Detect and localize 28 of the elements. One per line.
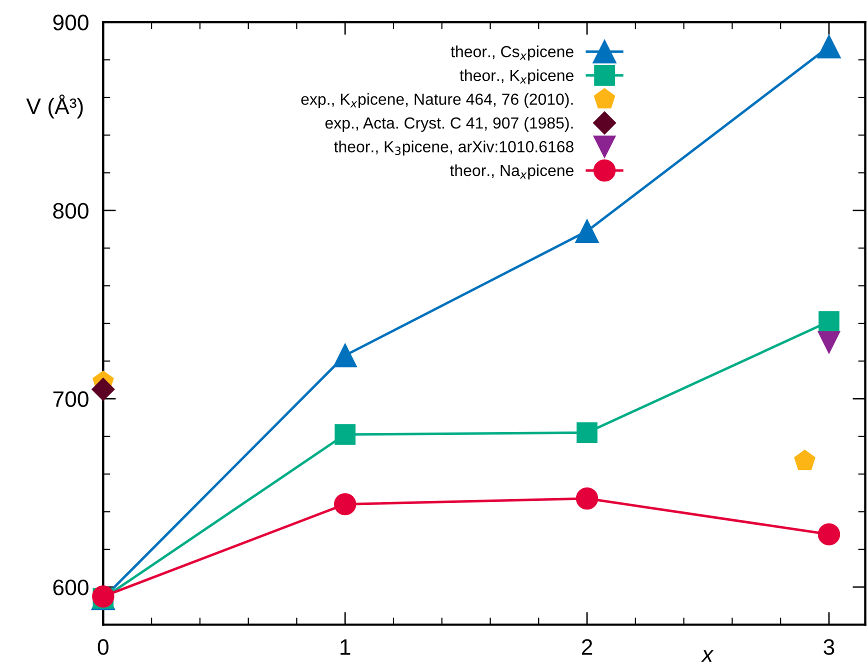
point: [333, 344, 357, 368]
y-tick-label: 600: [53, 580, 88, 596]
point: [818, 523, 840, 546]
point: [334, 493, 356, 516]
y-tick-label: 800: [53, 202, 88, 219]
point: [794, 450, 816, 470]
point: [576, 422, 598, 444]
x-tick-label: 0: [98, 639, 108, 655]
legend-label: exp., Acta. Cryst. C 41, 907 (1985).: [325, 116, 573, 132]
point: [334, 424, 356, 445]
legend-label: exp., K$_{x}$picene, Nature 464, 76 (2010).: [301, 93, 573, 108]
y-tick-label: 900: [53, 14, 88, 30]
point: [818, 311, 840, 332]
legend-label: theor., Na$_{x}$picene: [450, 164, 574, 180]
point: [576, 487, 598, 510]
point: [92, 378, 115, 401]
legend-label: theor., K$_{3}$picene, arXiv:1010.6168: [334, 140, 574, 156]
point: [817, 34, 841, 58]
point: [818, 331, 840, 354]
y-tick-label: 700: [53, 391, 88, 408]
point: [575, 219, 599, 243]
legend-label: theor., K$_{x}$picene: [460, 69, 574, 84]
x-tick-label: 3: [824, 639, 834, 655]
x-tick-label: 2: [582, 639, 592, 655]
x-tick-label: 1: [340, 639, 350, 655]
y-axis-title: V (Å³): [26, 94, 83, 119]
x-axis-title: x: [701, 650, 714, 662]
legend-label: theor., Cs$_{x}$picene: [450, 46, 574, 60]
